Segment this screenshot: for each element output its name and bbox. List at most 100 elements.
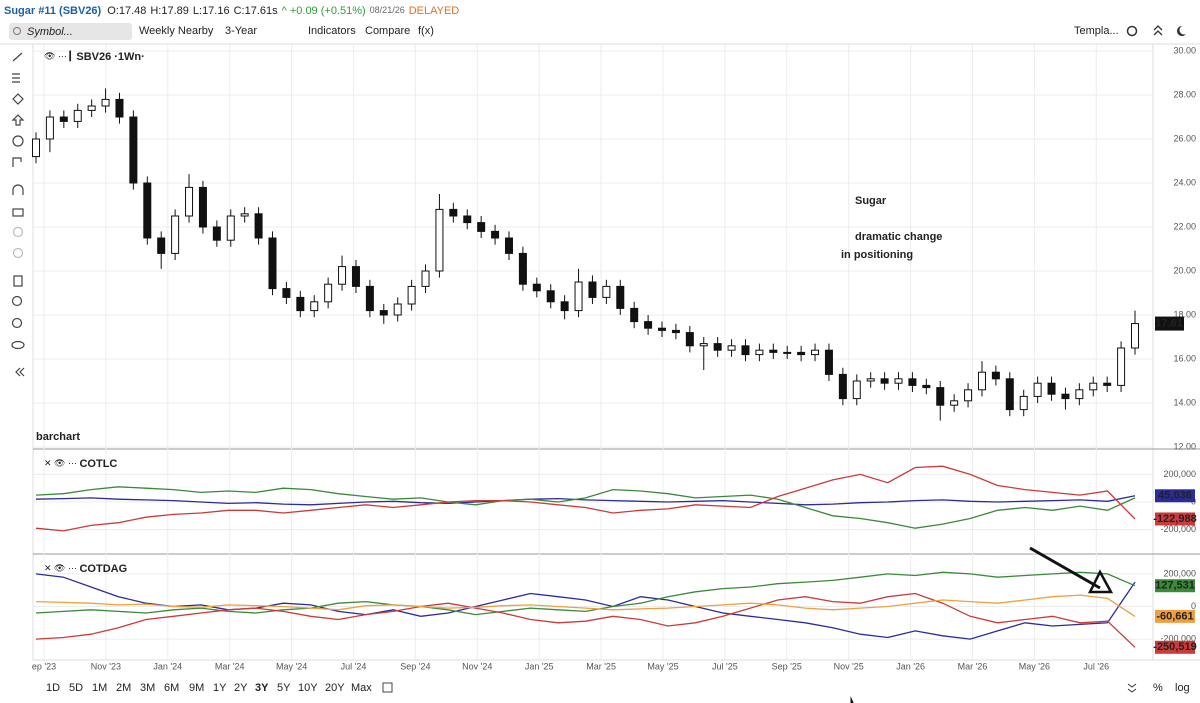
candle-body (185, 186, 194, 217)
note-tool[interactable] (12, 135, 24, 147)
last-value-label: 127,531 (1155, 580, 1195, 592)
candle-body (296, 296, 305, 312)
zoom-in[interactable] (11, 295, 23, 307)
last-value-label: -60,661 (1156, 610, 1193, 622)
line-tool[interactable] (12, 52, 23, 62)
candle-body (407, 285, 416, 305)
candle-body (504, 237, 513, 254)
fib-tool[interactable] (12, 73, 20, 83)
range-button[interactable]: 3Y (255, 682, 269, 694)
scale-option[interactable]: % (1153, 682, 1163, 694)
last-value-box (1155, 640, 1195, 654)
toolbar-item[interactable]: 3-Year (225, 25, 257, 37)
candle-body (616, 285, 625, 309)
price-panel-label: SBV26 ·1Wn· (76, 51, 144, 63)
zoom-out[interactable] (11, 317, 23, 329)
measure-tool[interactable] (12, 157, 22, 167)
panel-header: ✕ 👁 ⋯ COTLC (44, 458, 117, 470)
range-button[interactable]: 3M (140, 682, 155, 694)
settings-icon[interactable] (1126, 25, 1138, 37)
expand-icon[interactable] (1127, 683, 1137, 693)
range-button[interactable]: 10Y (298, 682, 318, 694)
search-icon (13, 27, 21, 35)
redo[interactable] (12, 247, 24, 259)
calendar-icon[interactable] (382, 682, 393, 693)
candle-body (212, 226, 221, 241)
search-box[interactable] (9, 23, 132, 40)
range-button[interactable]: 1D (46, 682, 60, 694)
watermark: barchart (36, 431, 80, 443)
range-button[interactable]: 20Y (325, 682, 345, 694)
candle-body (324, 283, 333, 303)
cot-panel-label: COTLC (79, 458, 117, 470)
cot-line (35, 594, 1136, 617)
range-button[interactable]: 2Y (234, 682, 248, 694)
y-tick-label: 20.00 (1173, 265, 1196, 275)
scale-option[interactable]: log (1175, 682, 1190, 694)
candle-body (991, 371, 1000, 380)
x-tick-label: Nov '23 (91, 661, 121, 671)
candle-body (518, 252, 527, 285)
candle-body (838, 373, 847, 400)
candle-body (491, 230, 500, 239)
candle-body (73, 109, 82, 122)
candle-body (379, 310, 388, 316)
undo[interactable] (12, 226, 24, 238)
candle-body (977, 371, 986, 391)
candle-body (713, 343, 722, 351)
candle-body (936, 387, 945, 406)
candle-body (964, 389, 973, 402)
lock-tool[interactable] (12, 208, 24, 217)
range-button[interactable]: 2M (116, 682, 131, 694)
visibility[interactable] (11, 340, 25, 350)
candle-body (393, 303, 402, 316)
candle-body (449, 208, 458, 217)
collapse-icon[interactable] (1153, 25, 1163, 36)
range-button[interactable]: 5D (69, 682, 83, 694)
delete-tool[interactable] (13, 275, 23, 287)
range-button[interactable]: 1M (92, 682, 107, 694)
hide-sidebar[interactable] (15, 367, 25, 377)
x-tick-label: Nov '25 (834, 661, 864, 671)
toolbar-item[interactable]: Compare (365, 25, 410, 37)
candle-body (727, 345, 736, 351)
range-button[interactable]: Max (351, 682, 372, 694)
last-value-label: 45,036 (1158, 490, 1192, 502)
candle-body (87, 105, 96, 111)
x-tick-label: Nov '24 (462, 661, 492, 671)
range-button[interactable]: 1Y (213, 682, 227, 694)
x-tick-label: ep '23 (32, 661, 56, 671)
x-tick-label: May '24 (276, 661, 307, 671)
candle-body (950, 400, 959, 406)
y-tick-label: 14.00 (1173, 397, 1196, 407)
candle-body (769, 349, 778, 353)
x-tick-label: Sep '25 (772, 661, 802, 671)
magnet-tool[interactable] (12, 184, 24, 195)
arrow-tool[interactable] (11, 114, 25, 126)
low: L:17.16 (193, 5, 230, 17)
range-button[interactable]: 9M (189, 682, 204, 694)
last-value-label: -122,988 (1153, 513, 1196, 525)
range-button[interactable]: 6M (164, 682, 179, 694)
toolbar-item[interactable]: Weekly Nearby (139, 25, 214, 37)
candle-body (254, 213, 263, 239)
status: DELAYED (409, 5, 460, 17)
x-tick-label: Jan '25 (525, 661, 554, 671)
footer: 1D 5D 1M 2M 3M 6M 9M 1Y 2Y 3Y 5Y 10Y 20Y Max% log (46, 682, 1190, 694)
last-value-box (1155, 489, 1195, 503)
cot-line (35, 592, 1136, 648)
candle-body (129, 116, 138, 184)
open: O:17.48 (107, 5, 146, 17)
shape-tool[interactable] (12, 93, 24, 105)
templates-button[interactable]: Templa... (1074, 25, 1119, 37)
candle-body (797, 351, 806, 356)
x-tick-label: May '26 (1019, 661, 1050, 671)
toolbar-item[interactable]: Indicators (308, 25, 356, 37)
toolbar-item[interactable]: f(x) (418, 25, 434, 37)
theme-icon[interactable] (1177, 26, 1186, 36)
candle-body (894, 378, 903, 384)
range-button[interactable]: 5Y (277, 682, 291, 694)
y-tick-label: 0 (1191, 601, 1196, 611)
last-value-box (1155, 579, 1195, 593)
